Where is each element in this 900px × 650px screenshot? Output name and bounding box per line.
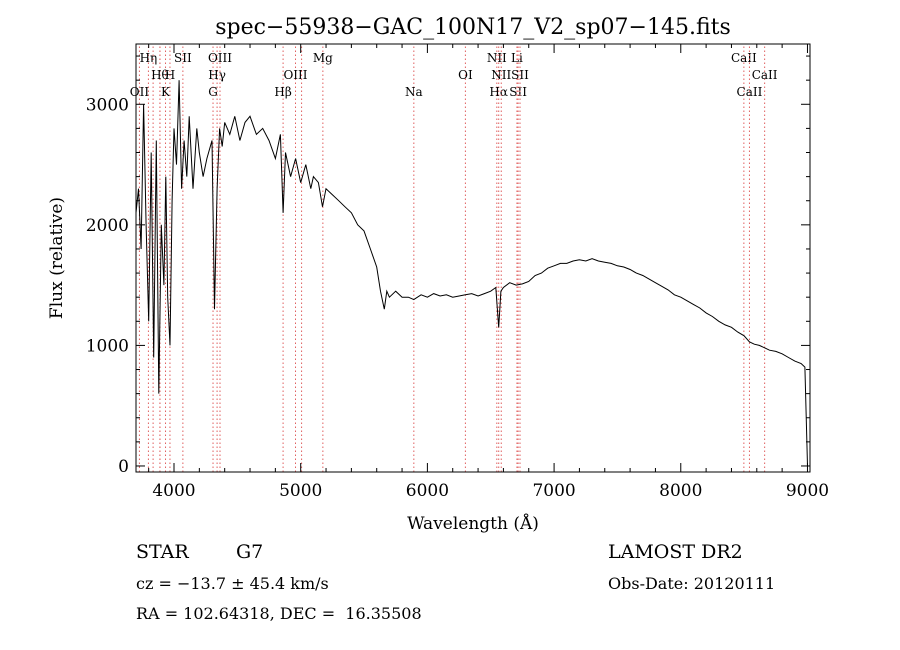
x-tick-label: 4000 bbox=[152, 481, 195, 501]
line-label: OIII bbox=[283, 68, 307, 82]
y-tick-label: 3000 bbox=[86, 95, 129, 115]
object-subclass: G7 bbox=[236, 541, 264, 563]
spectrum-line bbox=[135, 80, 808, 467]
x-tick-label: 8000 bbox=[659, 481, 702, 501]
line-label: OI bbox=[458, 68, 473, 82]
coordinates: RA = 102.64318, DEC = 16.35508 bbox=[136, 604, 422, 623]
line-label: OII bbox=[130, 85, 150, 99]
line-label: Hβ bbox=[274, 85, 291, 99]
line-label: SII bbox=[509, 85, 527, 99]
redshift-value: cz = −13.7 ± 45.4 km/s bbox=[136, 574, 329, 593]
line-label: Hθ bbox=[151, 68, 169, 82]
plot-frame bbox=[135, 43, 811, 473]
line-label: NII bbox=[487, 51, 507, 65]
line-label: CaII bbox=[752, 68, 778, 82]
y-tick-label: 0 bbox=[118, 457, 129, 477]
spectral-line-markers: OIIHηHθKHSIIGHγOIIIHβOIIIMgNaOINIIHαNIIL… bbox=[130, 44, 778, 472]
survey-name: LAMOST DR2 bbox=[608, 541, 743, 563]
line-label: K bbox=[161, 85, 171, 99]
line-label: Hα bbox=[489, 85, 508, 99]
line-label: G bbox=[208, 85, 218, 99]
chart-title: spec−55938−GAC_100N17_V2_sp07−145.fits bbox=[215, 15, 731, 40]
line-label: CaII bbox=[731, 51, 757, 65]
line-label: Hγ bbox=[208, 68, 226, 82]
axis-ticks: 4000 5000 6000 7000 8000 9000 0 1000 2000 3000 bbox=[86, 44, 829, 501]
y-tick-label: 2000 bbox=[86, 216, 129, 236]
line-label: SII bbox=[174, 51, 192, 65]
line-label: Li bbox=[511, 51, 523, 65]
line-label: H bbox=[165, 68, 175, 82]
line-label: Na bbox=[405, 85, 423, 99]
line-label: Hη bbox=[140, 51, 158, 65]
x-axis-label: Wavelength (Å) bbox=[407, 513, 539, 534]
line-label: CaII bbox=[737, 85, 763, 99]
x-tick-label: 6000 bbox=[406, 481, 449, 501]
x-tick-label: 5000 bbox=[279, 481, 322, 501]
x-tick-label: 9000 bbox=[786, 481, 829, 501]
y-tick-label: 1000 bbox=[86, 336, 129, 356]
line-label: Mg bbox=[313, 51, 333, 65]
line-label: SII bbox=[511, 68, 529, 82]
x-tick-label: 7000 bbox=[532, 481, 575, 501]
line-label: NII bbox=[491, 68, 511, 82]
object-class: STAR bbox=[136, 541, 189, 563]
line-label: OIII bbox=[208, 51, 232, 65]
y-axis-label: Flux (relative) bbox=[47, 197, 67, 319]
observation-date: Obs-Date: 20120111 bbox=[608, 574, 776, 593]
